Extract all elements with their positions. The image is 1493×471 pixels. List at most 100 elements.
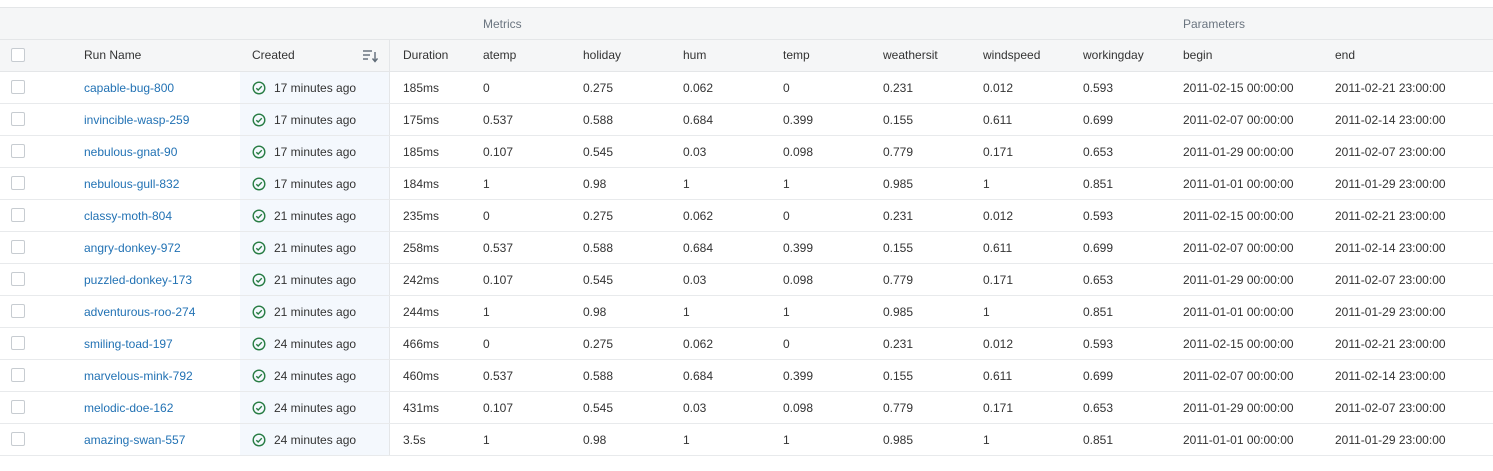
header-run-name[interactable]: Run Name: [84, 48, 142, 62]
created-value: 21 minutes ago: [274, 241, 357, 255]
table-row: capable-bug-800 17 minutes ago 185ms 0 0…: [0, 72, 1493, 104]
windspeed-value: 0.611: [983, 113, 1013, 127]
check-circle-icon: [252, 81, 266, 95]
hum-value: 0.684: [683, 113, 714, 127]
header-temp[interactable]: temp: [783, 48, 810, 62]
table-row: puzzled-donkey-173 21 minutes ago 242ms …: [0, 264, 1493, 296]
created-value: 21 minutes ago: [274, 273, 357, 287]
check-circle-icon: [252, 369, 266, 383]
row-checkbox[interactable]: [11, 368, 25, 382]
holiday-value: 0.98: [583, 177, 607, 191]
begin-value: 2011-01-01 00:00:00: [1183, 177, 1294, 191]
run-name-link[interactable]: nebulous-gnat-90: [84, 145, 178, 159]
row-checkbox[interactable]: [11, 112, 25, 126]
check-circle-icon: [252, 177, 266, 191]
holiday-value: 0.545: [583, 273, 614, 287]
created-value: 17 minutes ago: [274, 145, 357, 159]
windspeed-value: 0.611: [983, 241, 1013, 255]
windspeed-value: 0.171: [983, 273, 1014, 287]
weathersit-value: 0.779: [883, 273, 914, 287]
begin-value: 2011-01-29 00:00:00: [1183, 273, 1294, 287]
duration-value: 258ms: [403, 241, 440, 255]
run-name-link[interactable]: adventurous-roo-274: [84, 305, 196, 319]
holiday-value: 0.545: [583, 401, 614, 415]
end-value: 2011-01-29 23:00:00: [1335, 305, 1446, 319]
check-circle-icon: [252, 401, 266, 415]
hum-value: 0.062: [683, 81, 714, 95]
run-name-link[interactable]: smiling-toad-197: [84, 337, 173, 351]
begin-value: 2011-01-29 00:00:00: [1183, 401, 1294, 415]
run-name-link[interactable]: melodic-doe-162: [84, 401, 174, 415]
workingday-value: 0.699: [1083, 369, 1114, 383]
end-value: 2011-02-21 23:00:00: [1335, 337, 1446, 351]
holiday-value: 0.275: [583, 81, 614, 95]
temp-value: 0.098: [783, 145, 814, 159]
header-holiday[interactable]: holiday: [583, 48, 622, 62]
row-checkbox[interactable]: [11, 272, 25, 286]
row-checkbox[interactable]: [11, 144, 25, 158]
header-duration[interactable]: Duration: [403, 48, 449, 62]
begin-value: 2011-02-07 00:00:00: [1183, 369, 1294, 383]
row-checkbox[interactable]: [11, 432, 25, 446]
table-header: Run Name Created Duration atemp holiday …: [0, 39, 1493, 72]
table-row: classy-moth-804 21 minutes ago 235ms 0 0…: [0, 200, 1493, 232]
holiday-value: 0.98: [583, 305, 607, 319]
weathersit-value: 0.231: [883, 337, 914, 351]
sort-descending-icon[interactable]: [362, 49, 378, 63]
row-checkbox[interactable]: [11, 208, 25, 222]
workingday-value: 0.699: [1083, 113, 1114, 127]
run-name-link[interactable]: puzzled-donkey-173: [84, 273, 193, 287]
row-checkbox[interactable]: [11, 304, 25, 318]
header-windspeed[interactable]: windspeed: [983, 48, 1041, 62]
workingday-value: 0.851: [1083, 177, 1114, 191]
run-name-link[interactable]: nebulous-gull-832: [84, 177, 180, 191]
weathersit-value: 0.155: [883, 113, 914, 127]
row-checkbox[interactable]: [11, 80, 25, 94]
created-value: 21 minutes ago: [274, 305, 357, 319]
holiday-value: 0.275: [583, 337, 614, 351]
row-checkbox[interactable]: [11, 400, 25, 414]
workingday-value: 0.851: [1083, 305, 1114, 319]
atemp-value: 0: [483, 337, 490, 351]
temp-value: 1: [783, 305, 790, 319]
temp-value: 0.399: [783, 369, 814, 383]
duration-value: 466ms: [403, 337, 440, 351]
header-weathersit[interactable]: weathersit: [883, 48, 938, 62]
row-checkbox[interactable]: [11, 336, 25, 350]
header-end[interactable]: end: [1335, 48, 1356, 62]
atemp-value: 0.537: [483, 241, 514, 255]
check-circle-icon: [252, 241, 266, 255]
run-name-link[interactable]: invincible-wasp-259: [84, 113, 190, 127]
check-circle-icon: [252, 337, 266, 351]
hum-value: 1: [683, 177, 690, 191]
table-row: marvelous-mink-792 24 minutes ago 460ms …: [0, 360, 1493, 392]
row-checkbox[interactable]: [11, 176, 25, 190]
begin-value: 2011-01-29 00:00:00: [1183, 145, 1294, 159]
row-checkbox[interactable]: [11, 240, 25, 254]
select-all-checkbox[interactable]: [11, 48, 25, 62]
header-begin[interactable]: begin: [1183, 48, 1213, 62]
atemp-value: 1: [483, 177, 490, 191]
header-atemp[interactable]: atemp: [483, 48, 517, 62]
atemp-value: 0.107: [483, 273, 514, 287]
hum-value: 0.03: [683, 401, 707, 415]
run-name-link[interactable]: marvelous-mink-792: [84, 369, 193, 383]
column-group-header: Metrics Parameters: [0, 7, 1493, 39]
temp-value: 0: [783, 337, 790, 351]
end-value: 2011-02-07 23:00:00: [1335, 401, 1446, 415]
weathersit-value: 0.985: [883, 305, 914, 319]
table-row: nebulous-gull-832 17 minutes ago 184ms 1…: [0, 168, 1493, 200]
header-hum[interactable]: hum: [683, 48, 707, 62]
run-name-link[interactable]: amazing-swan-557: [84, 433, 186, 447]
end-value: 2011-02-21 23:00:00: [1335, 209, 1446, 223]
header-created-cell[interactable]: Created: [240, 40, 390, 71]
temp-value: 0.098: [783, 401, 814, 415]
metrics-group-label: Metrics: [483, 17, 522, 31]
header-created[interactable]: Created: [252, 48, 295, 62]
duration-value: 175ms: [403, 113, 440, 127]
header-workingday[interactable]: workingday: [1083, 48, 1144, 62]
run-name-link[interactable]: capable-bug-800: [84, 81, 175, 95]
temp-value: 0.098: [783, 273, 814, 287]
run-name-link[interactable]: classy-moth-804: [84, 209, 173, 223]
run-name-link[interactable]: angry-donkey-972: [84, 241, 181, 255]
